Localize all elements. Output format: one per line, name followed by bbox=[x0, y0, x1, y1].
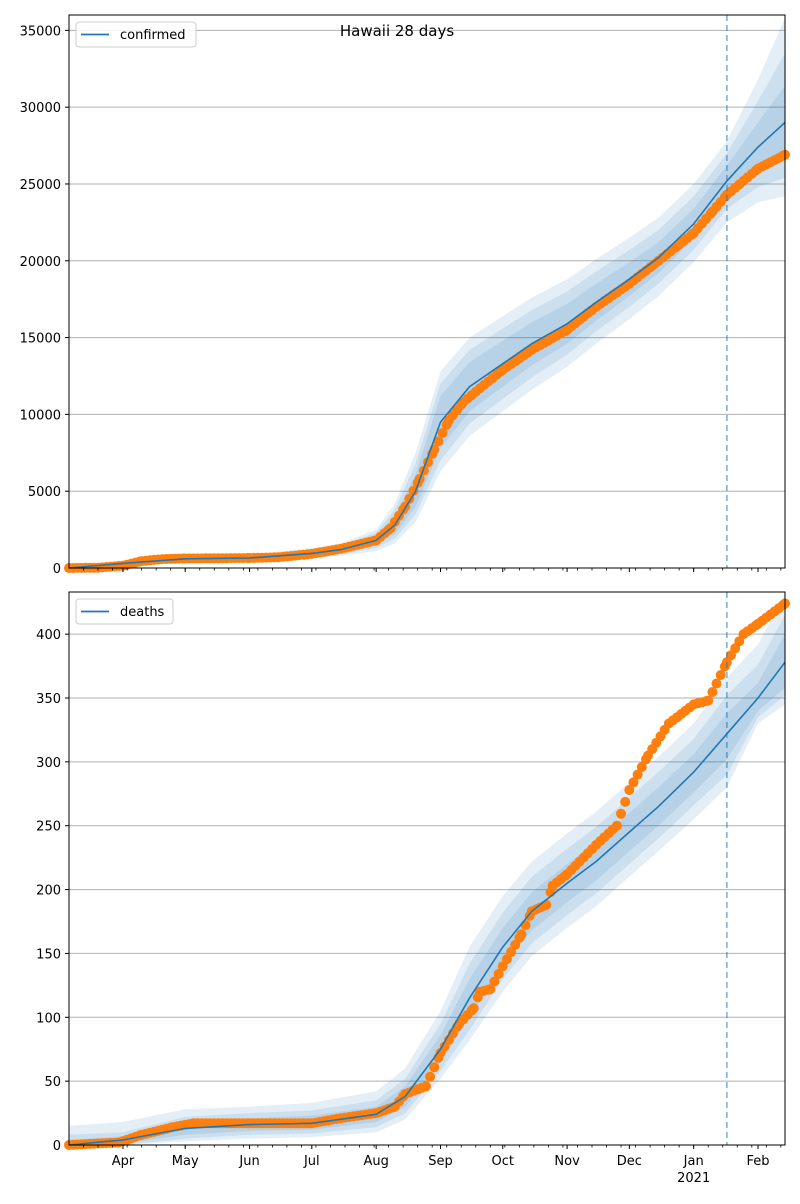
observed-point bbox=[429, 1062, 440, 1073]
y-tick-label: 300 bbox=[36, 756, 61, 771]
y-tick-label: 350 bbox=[36, 692, 61, 707]
x-tick-label: May bbox=[172, 1154, 199, 1169]
observed-point bbox=[636, 762, 647, 772]
observed-point bbox=[520, 920, 531, 931]
observed-point bbox=[541, 899, 552, 910]
x-tick-label: Jan bbox=[683, 1154, 704, 1169]
observed-point bbox=[433, 436, 444, 447]
y-tick-label: 400 bbox=[36, 628, 61, 643]
plot-frame bbox=[68, 14, 786, 569]
uncertainty-band bbox=[69, 593, 785, 1145]
observed-point bbox=[616, 808, 626, 819]
y-tick-label: 150 bbox=[36, 947, 61, 962]
y-tick-label: 25000 bbox=[20, 178, 61, 193]
legend-box bbox=[75, 598, 174, 625]
x-tick-label: Jun bbox=[238, 1154, 259, 1169]
observed-point bbox=[628, 777, 639, 788]
x-tick-label: Nov bbox=[554, 1154, 580, 1169]
observed-point bbox=[611, 820, 622, 831]
observed-point bbox=[425, 1071, 436, 1082]
y-tick-label: 100 bbox=[36, 1011, 61, 1026]
x-tick-label: Sep bbox=[428, 1154, 453, 1169]
observed-point bbox=[437, 428, 448, 438]
legend: confirmed bbox=[75, 21, 197, 48]
y-tick-label: 15000 bbox=[20, 332, 61, 347]
y-tick-label: 20000 bbox=[20, 255, 61, 270]
y-tick-label: 0 bbox=[53, 1139, 61, 1154]
model-line bbox=[68, 661, 786, 1146]
observed-point bbox=[516, 929, 527, 940]
x-tick-label: Aug bbox=[363, 1154, 388, 1169]
y-tick-label: 10000 bbox=[20, 408, 61, 423]
observed-point bbox=[707, 687, 718, 697]
observed-point bbox=[485, 984, 496, 995]
observed-point bbox=[632, 769, 643, 780]
y-tick-label: 0 bbox=[53, 562, 61, 577]
y-tick-label: 30000 bbox=[20, 101, 61, 116]
observed-point bbox=[703, 695, 714, 706]
chart-title: Hawaii 28 days bbox=[340, 22, 454, 40]
x-year-label: 2021 bbox=[677, 1171, 710, 1186]
observed-point bbox=[624, 785, 635, 795]
observed-point bbox=[493, 968, 504, 979]
observed-point bbox=[489, 976, 500, 987]
x-tick-label: Oct bbox=[492, 1154, 514, 1169]
legend-label: confirmed bbox=[120, 28, 186, 43]
observed-point bbox=[711, 678, 722, 689]
x-tick-label: Feb bbox=[747, 1154, 770, 1169]
observed-point bbox=[421, 1081, 431, 1092]
legend-box bbox=[75, 21, 197, 48]
legend-label: deaths bbox=[120, 605, 165, 620]
y-tick-label: 50 bbox=[44, 1075, 61, 1090]
panel-confirmed: 0 5000 10000 15000 20000 25000 30000 35000 confi… bbox=[20, 14, 790, 577]
legend: deaths bbox=[75, 598, 174, 625]
y-tick-label: 250 bbox=[36, 820, 61, 835]
observed-point bbox=[468, 1003, 479, 1014]
x-tick-label: Jul bbox=[303, 1154, 320, 1169]
model-line bbox=[68, 121, 786, 569]
panel-deaths: 0 50 100 150 200 250 300 350 400 Apr May Jun Jul Aug S… bbox=[36, 591, 790, 1186]
x-tick-label: Dec bbox=[617, 1154, 642, 1169]
x-tick-label: Apr bbox=[112, 1154, 135, 1169]
y-tick-label: 200 bbox=[36, 884, 61, 899]
plot-frame bbox=[68, 591, 786, 1146]
observed-point bbox=[620, 796, 631, 807]
y-tick-label: 35000 bbox=[20, 24, 61, 39]
y-tick-label: 5000 bbox=[28, 485, 61, 500]
observed-point bbox=[715, 670, 726, 680]
